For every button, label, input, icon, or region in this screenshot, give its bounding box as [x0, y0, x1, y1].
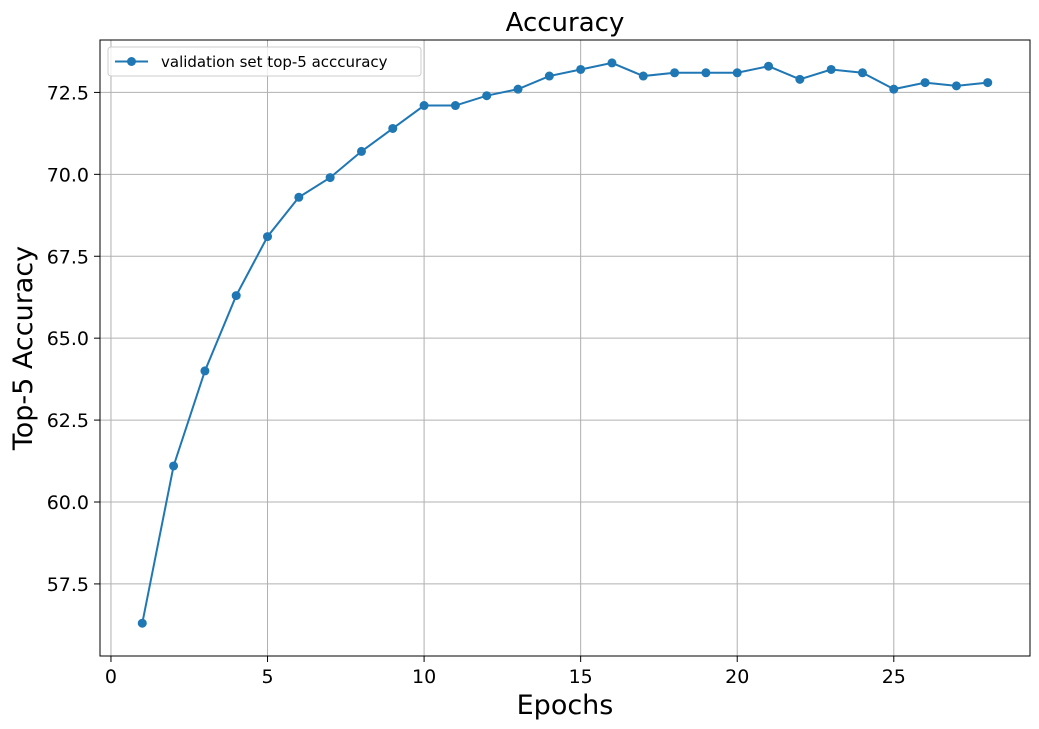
- data-point: [732, 68, 742, 78]
- data-point: [670, 68, 680, 78]
- data-point: [764, 61, 774, 71]
- data-point: [983, 78, 993, 88]
- data-point: [450, 101, 460, 111]
- data-point: [200, 366, 210, 376]
- ticks-layer: 0 5 10 15 20 25 57.5 60.0 62.5 65.0 67.5 70.0 72.5: [47, 82, 906, 688]
- y-tick-label: 57.5: [47, 574, 89, 596]
- data-point: [701, 68, 711, 78]
- data-point: [231, 291, 241, 301]
- data-point: [638, 71, 648, 81]
- data-point: [419, 101, 429, 111]
- data-point: [482, 91, 492, 101]
- x-tick-label: 10: [412, 666, 436, 688]
- data-point: [920, 78, 930, 88]
- data-point: [951, 81, 961, 91]
- x-tick-label: 15: [569, 666, 593, 688]
- y-tick-label: 60.0: [47, 492, 89, 514]
- legend: validation set top-5 acccuracy: [107, 46, 422, 77]
- y-tick-label: 72.5: [47, 82, 89, 104]
- y-tick-label: 70.0: [47, 164, 89, 186]
- data-point: [795, 74, 805, 84]
- data-point: [889, 84, 899, 94]
- data-point: [325, 173, 335, 183]
- data-point: [137, 618, 147, 628]
- legend-box: [107, 46, 422, 77]
- x-axis-label: Epochs: [517, 690, 614, 721]
- y-axis-label: Top-5 Accuracy: [8, 246, 39, 451]
- chart-title: Accuracy: [506, 8, 625, 38]
- data-point: [294, 192, 304, 202]
- x-tick-label: 0: [105, 666, 117, 688]
- y-tick-label: 65.0: [47, 328, 89, 350]
- legend-entry-label: validation set top-5 acccuracy: [161, 53, 388, 71]
- data-point: [826, 64, 836, 74]
- x-tick-label: 25: [882, 666, 906, 688]
- grid-layer: [100, 40, 1030, 656]
- data-point: [169, 461, 179, 471]
- data-point: [576, 64, 586, 74]
- data-point: [356, 146, 366, 156]
- x-tick-label: 20: [725, 666, 749, 688]
- series-layer: [137, 58, 993, 628]
- data-point: [263, 232, 273, 242]
- data-point: [513, 84, 523, 94]
- series-line: [141, 61, 988, 624]
- legend-marker-swatch: [127, 57, 136, 66]
- y-tick-label: 67.5: [47, 246, 89, 268]
- data-point: [857, 68, 867, 78]
- x-tick-label: 5: [261, 666, 273, 688]
- plot-frame: [99, 39, 1031, 657]
- data-point: [544, 71, 554, 81]
- y-tick-label: 62.5: [47, 410, 89, 432]
- data-point: [607, 58, 617, 68]
- data-point: [388, 123, 398, 133]
